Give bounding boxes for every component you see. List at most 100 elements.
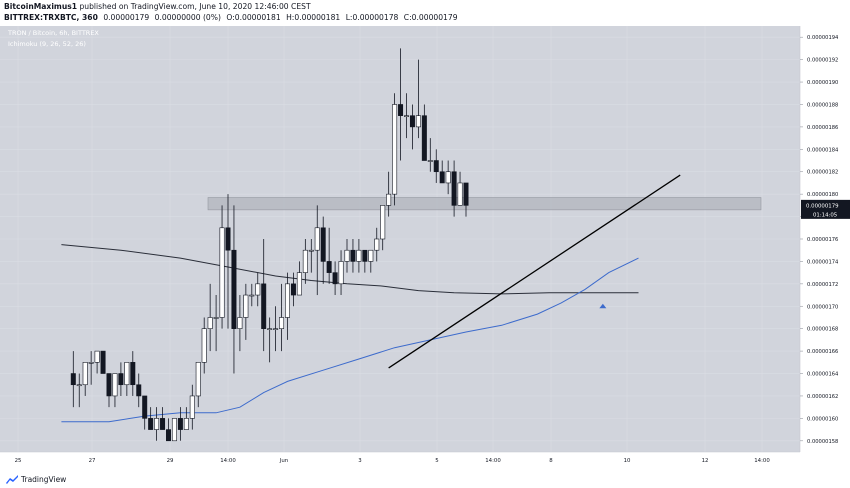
candle-body[interactable] bbox=[308, 249, 314, 252]
candle-body[interactable] bbox=[106, 373, 112, 397]
candle-body[interactable] bbox=[398, 104, 404, 116]
price-tick-label: 0.00000184 bbox=[807, 147, 839, 153]
candle-body[interactable] bbox=[136, 384, 142, 397]
candle-body[interactable] bbox=[386, 193, 392, 206]
candle-body[interactable] bbox=[201, 328, 207, 363]
candle-body[interactable] bbox=[183, 418, 189, 430]
candle-body[interactable] bbox=[302, 249, 308, 273]
candle-body[interactable] bbox=[225, 227, 231, 251]
footer: TradingView bbox=[0, 470, 850, 488]
price-tick-label: 0.00000166 bbox=[807, 349, 838, 355]
candle-body[interactable] bbox=[88, 362, 94, 364]
candle-body[interactable] bbox=[148, 418, 154, 430]
candle-body[interactable] bbox=[70, 373, 76, 386]
candle-body[interactable] bbox=[189, 395, 195, 419]
ohlc-last: 0.00000179 bbox=[103, 13, 150, 22]
brand-label: TradingView bbox=[21, 474, 67, 484]
candle-body[interactable] bbox=[177, 418, 183, 430]
candle-body[interactable] bbox=[290, 283, 296, 296]
candle-body[interactable] bbox=[344, 249, 350, 262]
candle-body[interactable] bbox=[255, 283, 261, 296]
candle-body[interactable] bbox=[463, 182, 469, 206]
candle-body[interactable] bbox=[112, 373, 118, 397]
candle-body[interactable] bbox=[249, 294, 255, 297]
candle-body[interactable] bbox=[314, 227, 320, 251]
candle-body[interactable] bbox=[195, 362, 201, 397]
candle-body[interactable] bbox=[124, 362, 130, 386]
candle-body[interactable] bbox=[409, 115, 415, 128]
candle-body[interactable] bbox=[76, 384, 82, 387]
candle-body[interactable] bbox=[154, 418, 160, 430]
price-tick-label: 0.00000188 bbox=[807, 102, 838, 108]
arrow-up-icon bbox=[599, 303, 607, 309]
chart-header: BitcoinMaximus1 published on TradingView… bbox=[0, 0, 850, 26]
candle-body[interactable] bbox=[392, 104, 398, 195]
trendline-layer bbox=[388, 174, 681, 369]
candle-body[interactable] bbox=[231, 249, 237, 329]
price-tick-label: 0.00000190 bbox=[807, 80, 838, 86]
candle-body[interactable] bbox=[213, 317, 219, 319]
candle-body[interactable] bbox=[457, 182, 463, 206]
grid bbox=[0, 26, 800, 452]
price-tick-label: 0.00000172 bbox=[807, 282, 838, 288]
candle-body[interactable] bbox=[237, 317, 243, 329]
resistance-zone[interactable] bbox=[207, 197, 762, 211]
candle-body[interactable] bbox=[374, 238, 380, 251]
candle-body[interactable] bbox=[100, 350, 106, 374]
candle-body[interactable] bbox=[118, 373, 124, 386]
candle-body[interactable] bbox=[130, 362, 136, 386]
candle-body[interactable] bbox=[171, 418, 177, 442]
candle-body[interactable] bbox=[261, 283, 267, 329]
time-axis[interactable]: 25 27 29 14:00 Jun 3 5 14:00 8 10 12 14:00 bbox=[0, 451, 850, 470]
candle-body[interactable] bbox=[284, 283, 290, 318]
candle-body[interactable] bbox=[273, 328, 279, 330]
candle-body[interactable] bbox=[350, 249, 356, 262]
candle-body[interactable] bbox=[243, 294, 249, 318]
candle-body[interactable] bbox=[166, 429, 172, 442]
candle-body[interactable] bbox=[433, 160, 439, 173]
candle-body[interactable] bbox=[219, 227, 225, 318]
candle-body[interactable] bbox=[362, 249, 368, 262]
candle-body[interactable] bbox=[296, 272, 302, 296]
time-tick-label: 5 bbox=[435, 458, 438, 464]
candle-body[interactable] bbox=[421, 115, 427, 161]
bar-countdown-label: 01:14:05 bbox=[813, 212, 837, 218]
candle-body[interactable] bbox=[320, 227, 326, 262]
candle-body[interactable] bbox=[451, 171, 457, 206]
ohlc-high: H:0.00000181 bbox=[286, 13, 341, 22]
price-tick-label: 0.00000176 bbox=[807, 237, 838, 243]
tradingview-brand[interactable]: TradingView bbox=[6, 473, 66, 485]
price-tick-label: 0.00000158 bbox=[807, 439, 838, 445]
candle-body[interactable] bbox=[279, 317, 285, 329]
candle-body[interactable] bbox=[267, 328, 273, 330]
ohlc-low: L:0.00000178 bbox=[345, 13, 399, 22]
candle-body[interactable] bbox=[332, 272, 338, 285]
resistance-zone-layer bbox=[207, 197, 762, 211]
time-tick-label: Jun bbox=[279, 458, 288, 464]
candle-body[interactable] bbox=[368, 249, 374, 262]
candle-body[interactable] bbox=[207, 317, 213, 329]
time-tick-label: 27 bbox=[89, 458, 96, 464]
candle-body[interactable] bbox=[160, 418, 166, 430]
price-chart[interactable]: 0.00000194 0.00000192 0.00000190 0.00000188… bbox=[0, 26, 850, 470]
price-tick-label: 0.00000194 bbox=[807, 35, 839, 41]
candle-body[interactable] bbox=[82, 362, 88, 386]
candle-body[interactable] bbox=[380, 205, 386, 240]
time-tick-label: 3 bbox=[358, 458, 361, 464]
last-price-label: 0.00000179 bbox=[806, 203, 839, 209]
candle-body[interactable] bbox=[403, 115, 409, 117]
candle-body[interactable] bbox=[142, 395, 148, 419]
candle-body[interactable] bbox=[94, 350, 100, 363]
candle-body[interactable] bbox=[427, 160, 433, 162]
candle-body[interactable] bbox=[356, 249, 362, 262]
publisher-name[interactable]: BitcoinMaximus1 bbox=[4, 2, 78, 11]
time-tick-label: 12 bbox=[702, 458, 709, 464]
indicator-label[interactable]: Ichimoku (9, 26, 52, 26) bbox=[8, 40, 86, 48]
candle-body[interactable] bbox=[326, 261, 332, 273]
candle-body[interactable] bbox=[439, 171, 445, 184]
candle-body[interactable] bbox=[445, 171, 451, 184]
candle-body[interactable] bbox=[338, 261, 344, 285]
price-axis[interactable]: 0.00000194 0.00000192 0.00000190 0.00000188… bbox=[799, 26, 850, 452]
support-trendline[interactable] bbox=[388, 174, 681, 369]
candle-body[interactable] bbox=[415, 115, 421, 128]
